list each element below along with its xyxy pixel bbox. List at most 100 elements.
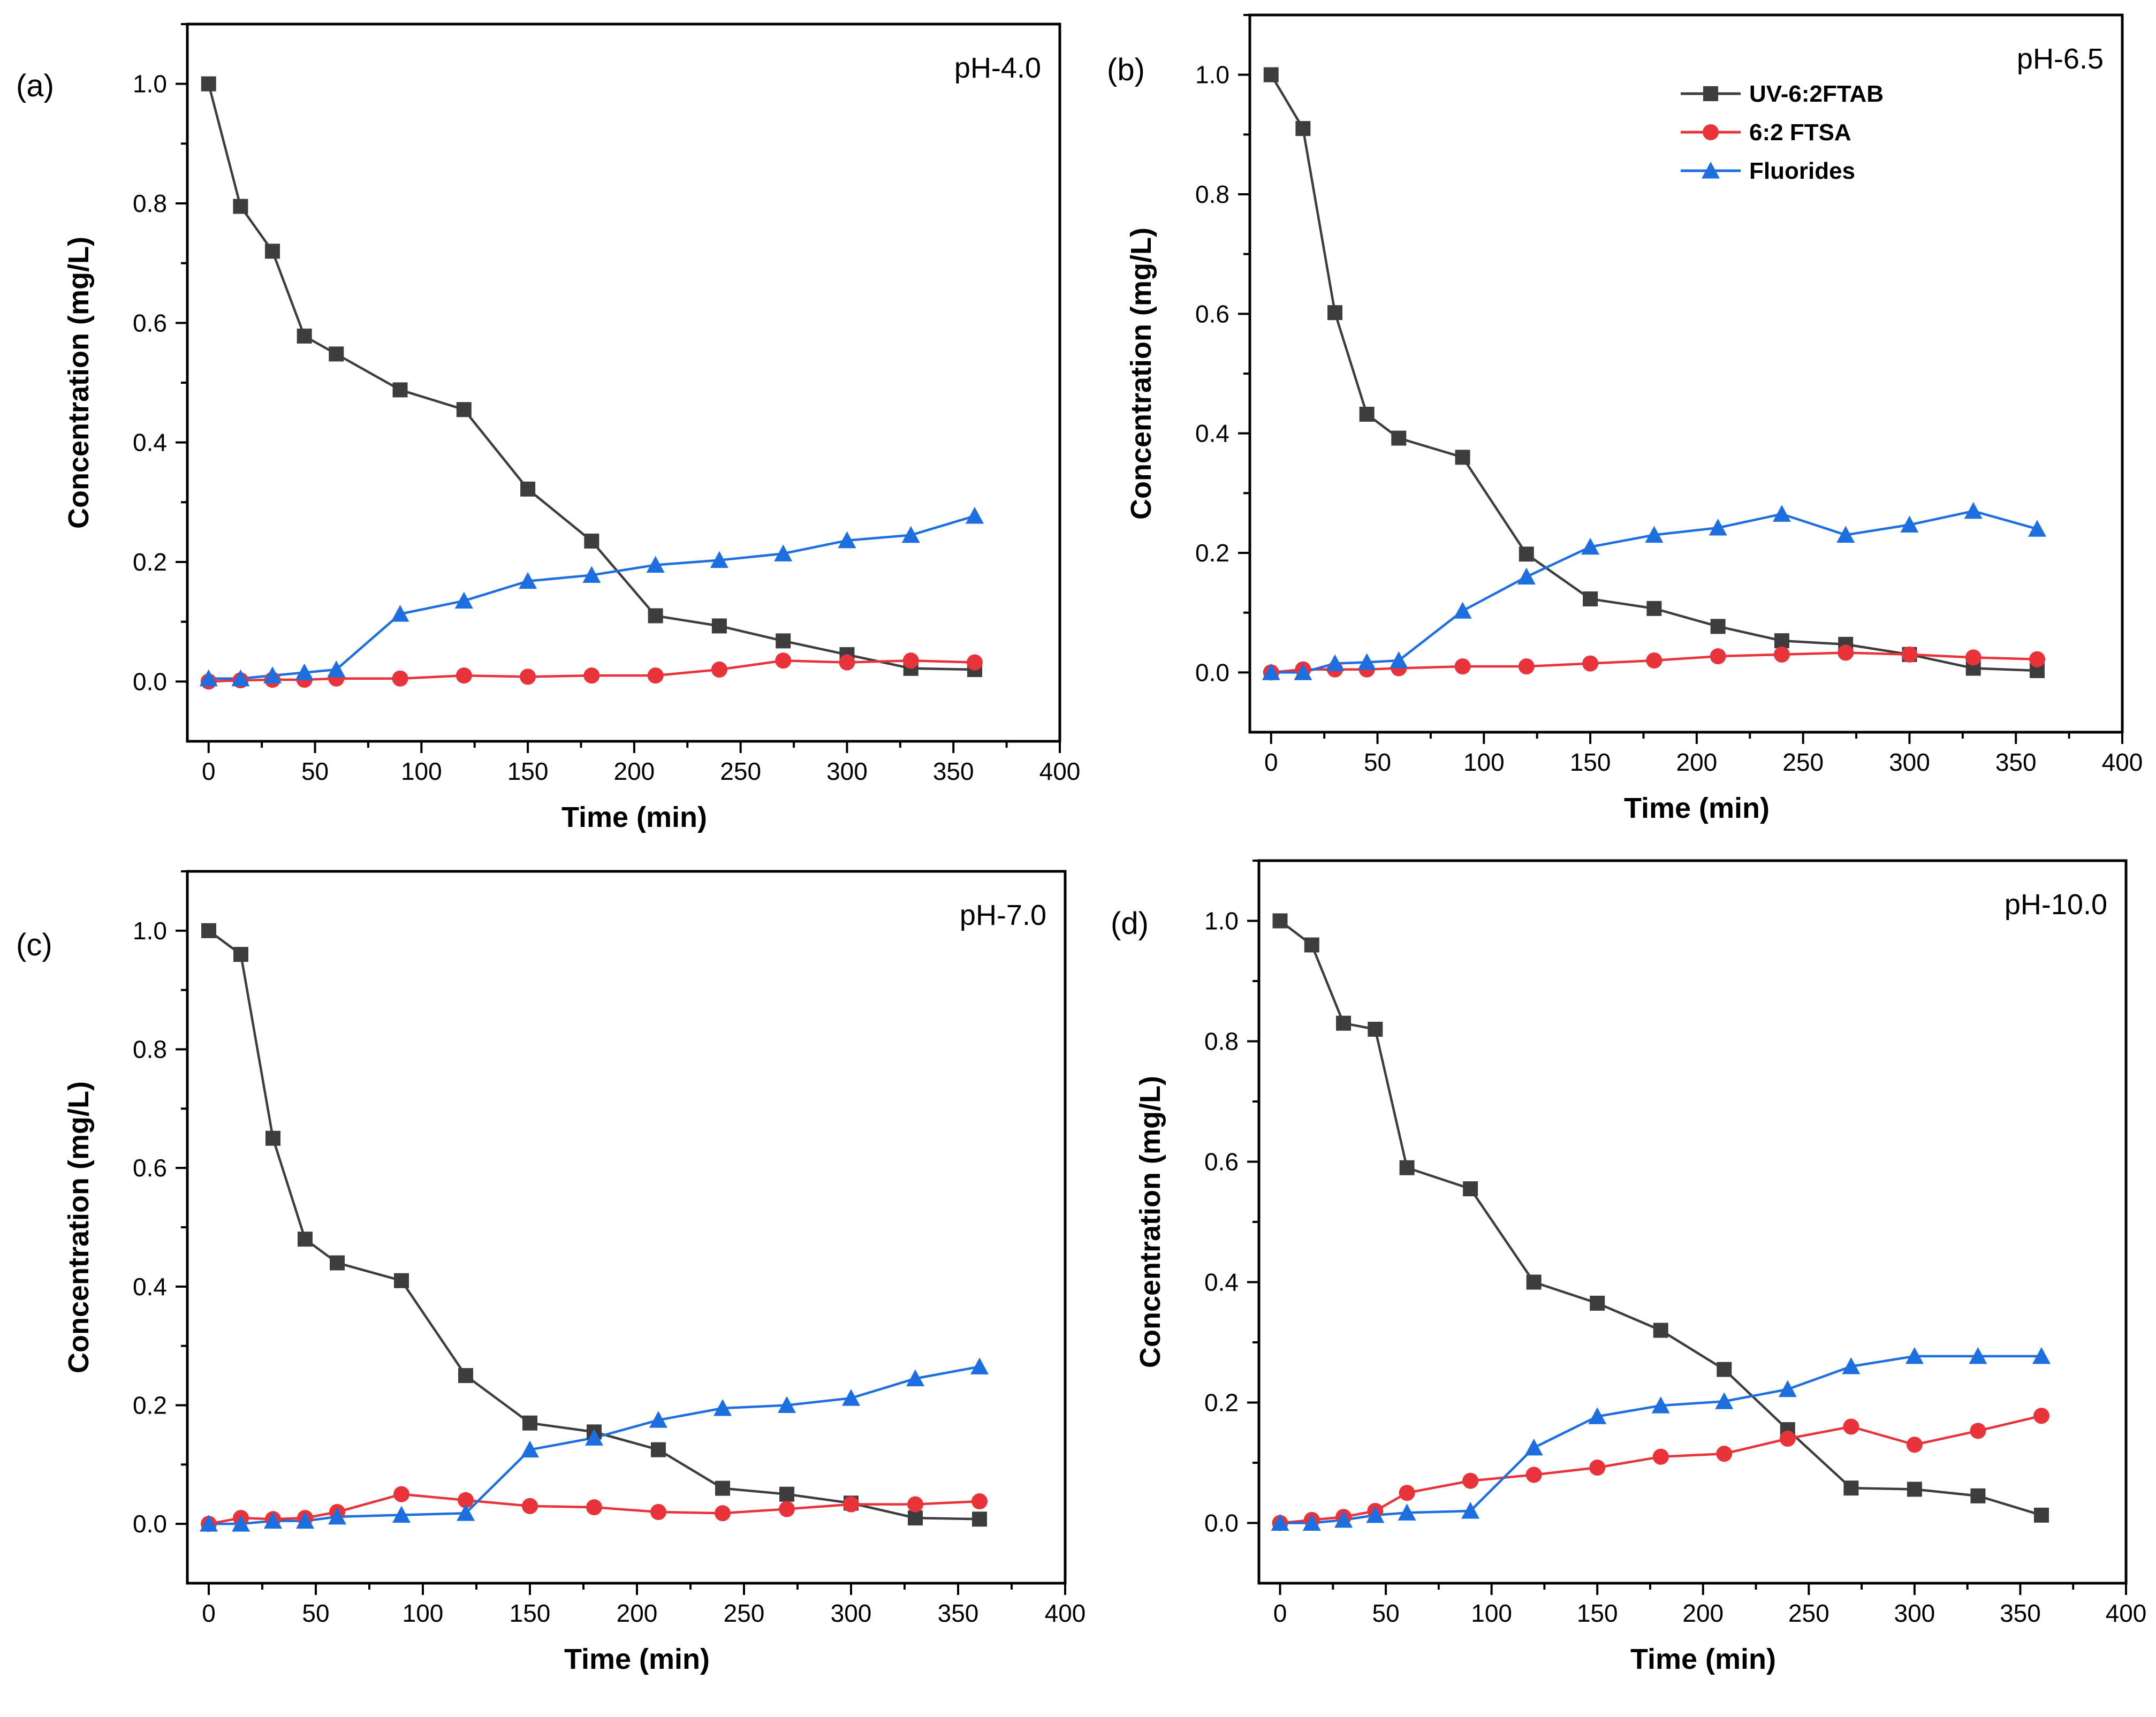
x-tick-label: 100 (1471, 1599, 1512, 1627)
legend-label: Fluorides (1749, 158, 1855, 184)
data-point-uv-6-2ftab (711, 618, 727, 634)
data-point-fluorides (710, 551, 728, 568)
x-tick-label: 250 (724, 1599, 765, 1627)
data-point-fluorides (1390, 651, 1408, 668)
legend: UV-6:2FTAB 6:2 FTSA Fluorides (1681, 81, 1884, 184)
data-point-6-2-ftsa (2033, 1408, 2049, 1424)
x-tick-label: 400 (1045, 1599, 1086, 1627)
data-point-uv-6-2ftab (1368, 1022, 1383, 1037)
y-tick-label: 0.6 (1195, 300, 1229, 328)
x-tick-label: 0 (202, 1599, 216, 1627)
ph-annotation: pH-6.5 (2017, 43, 2104, 75)
data-point-fluorides (1326, 654, 1345, 672)
data-point-uv-6-2ftab (715, 1480, 730, 1496)
data-point-uv-6-2ftab (1359, 406, 1375, 422)
x-axis-title: Time (min) (1630, 1643, 1776, 1675)
data-point-fluorides (1842, 1357, 1861, 1374)
data-point-fluorides (1517, 567, 1536, 585)
data-point-6-2-ftsa (1399, 1485, 1415, 1501)
data-point-fluorides (1398, 1503, 1416, 1521)
data-point-6-2-ftsa (971, 1493, 988, 1510)
data-point-fluorides (1588, 1407, 1607, 1424)
data-point-uv-6-2ftab (233, 199, 248, 214)
x-tick-label: 0 (1264, 748, 1278, 776)
data-point-fluorides (1294, 663, 1312, 680)
data-point-uv-6-2ftab (1907, 1482, 1922, 1497)
x-tick-label: 400 (2102, 748, 2143, 776)
data-point-uv-6-2ftab (1843, 1480, 1859, 1496)
data-point-fluorides (392, 1506, 411, 1523)
y-tick-label: 1.0 (1195, 61, 1229, 89)
x-tick-label: 150 (507, 757, 549, 785)
data-point-uv-6-2ftab (779, 1486, 794, 1502)
x-tick-label: 50 (1364, 748, 1391, 776)
data-point-uv-6-2ftab (972, 1511, 987, 1527)
legend-marker (1703, 86, 1718, 101)
data-point-fluorides (2032, 1347, 2051, 1364)
data-point-6-2-ftsa (711, 662, 727, 678)
data-point-uv-6-2ftab (776, 633, 791, 649)
data-point-6-2-ftsa (1462, 1472, 1479, 1489)
data-point-fluorides (842, 1389, 860, 1406)
data-point-fluorides (200, 1515, 218, 1532)
x-tick-label: 300 (1889, 748, 1930, 776)
y-tick-label: 0.2 (133, 1392, 167, 1419)
chart-panel-b: 0 50 100 150 200 250 300 350 400 0.0 0.2 0.4 0.6 0.8 1… (1107, 13, 2143, 824)
x-tick-label: 350 (933, 757, 974, 785)
data-point-fluorides (296, 1511, 314, 1529)
data-point-fluorides (1836, 526, 1855, 543)
data-point-uv-6-2ftab (1455, 450, 1470, 465)
data-point-6-2-ftsa (650, 1504, 666, 1520)
data-point-fluorides (901, 526, 920, 543)
data-point-uv-6-2ftab (1519, 546, 1534, 562)
chart-panel-a: 0 50 100 150 200 250 300 350 400 0.0 0.2 0.4 0.6 0.8 1… (16, 22, 1080, 833)
data-point-uv-6-2ftab (394, 1273, 409, 1288)
chart-panel-c: 0 50 100 150 200 250 300 350 400 0.0 0.2 0.4 0.6 0.8 1… (16, 870, 1086, 1675)
data-point-fluorides (1709, 519, 1727, 536)
data-point-6-2-ftsa (843, 1496, 859, 1513)
data-point-fluorides (646, 556, 665, 573)
data-point-fluorides (1357, 653, 1376, 670)
data-point-uv-6-2ftab (1710, 619, 1726, 634)
data-point-uv-6-2ftab (1263, 67, 1279, 82)
data-point-6-2-ftsa (583, 667, 600, 684)
data-point-6-2-ftsa (1525, 1467, 1542, 1483)
y-tick-label: 0.6 (133, 1154, 167, 1182)
x-tick-label: 250 (720, 757, 761, 785)
data-point-fluorides (1900, 515, 1919, 533)
y-tick-label: 1.0 (133, 70, 167, 98)
y-axis-title: Concentration (mg/L) (63, 237, 95, 529)
x-tick-label: 100 (403, 1599, 444, 1627)
x-axis-title: Time (min) (1624, 792, 1770, 824)
y-tick-label: 0.8 (133, 1036, 167, 1063)
data-point-6-2-ftsa (392, 670, 408, 687)
data-point-uv-6-2ftab (1295, 121, 1311, 136)
y-tick-label: 0.0 (133, 667, 167, 695)
data-point-uv-6-2ftab (201, 76, 216, 92)
y-tick-label: 0.2 (133, 548, 167, 576)
data-point-uv-6-2ftab (1399, 1160, 1415, 1175)
x-tick-label: 250 (1788, 1599, 1829, 1627)
y-tick-label: 0.6 (1204, 1148, 1239, 1176)
data-point-6-2-ftsa (1843, 1418, 1859, 1435)
x-tick-label: 300 (1894, 1599, 1935, 1627)
data-point-uv-6-2ftab (2033, 1507, 2049, 1523)
data-point-6-2-ftsa (779, 1501, 795, 1517)
data-point-fluorides (1651, 1396, 1670, 1414)
data-point-fluorides (457, 1504, 475, 1521)
y-tick-label: 0.2 (1195, 539, 1229, 567)
data-point-fluorides (232, 1515, 250, 1532)
y-tick-label: 0.6 (133, 309, 167, 337)
data-point-fluorides (1524, 1438, 1543, 1456)
x-axis-title: Time (min) (561, 801, 707, 833)
y-tick-label: 0.0 (133, 1510, 167, 1538)
data-point-uv-6-2ftab (265, 1130, 280, 1146)
series-line-uv-6-2ftab (1270, 74, 2038, 672)
chart-panel-d: 0 50 100 150 200 250 300 350 400 0.0 0.2 0.4 0.6 0.8 1… (1111, 859, 2146, 1675)
data-point-uv-6-2ftab (1653, 1323, 1668, 1338)
data-point-fluorides (328, 1507, 346, 1525)
data-point-fluorides (1461, 1502, 1480, 1519)
data-point-6-2-ftsa (2029, 651, 2045, 667)
data-point-6-2-ftsa (393, 1486, 409, 1502)
data-point-fluorides (231, 669, 250, 687)
